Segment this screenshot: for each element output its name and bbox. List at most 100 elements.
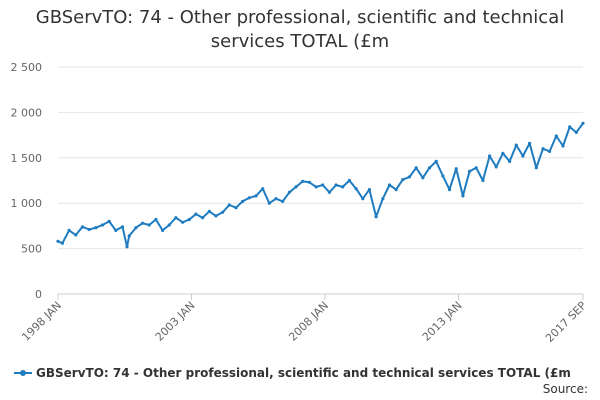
data-point[interactable] [454,167,458,171]
data-point[interactable] [60,241,64,245]
data-point[interactable] [574,130,578,134]
data-point[interactable] [327,190,331,194]
data-point[interactable] [314,185,318,189]
data-point[interactable] [214,214,218,218]
data-point[interactable] [127,234,131,238]
data-point[interactable] [221,210,225,214]
data-point[interactable] [181,220,185,224]
data-point[interactable] [207,209,211,213]
data-point[interactable] [381,197,385,201]
data-point[interactable] [307,180,311,184]
data-point[interactable] [167,223,171,227]
data-point[interactable] [501,151,505,155]
data-point[interactable] [294,185,298,189]
data-point[interactable] [407,175,412,179]
data-point[interactable] [234,206,238,210]
data-point[interactable] [541,147,545,151]
data-point[interactable] [334,183,338,187]
data-point[interactable] [414,166,418,170]
data-point[interactable] [461,194,465,198]
data-point[interactable] [100,223,105,227]
data-point[interactable] [467,169,472,173]
data-point[interactable] [134,226,138,230]
y-axis-tick-labels: 0 500 1 000 1 500 2 000 2 500 [11,61,43,301]
legend[interactable]: GBServTO: 74 - Other professional, scien… [14,366,571,380]
data-point[interactable] [421,176,425,180]
data-point[interactable] [241,199,245,203]
data-point[interactable] [94,226,98,230]
chart-title: GBServTO: 74 - Other professional, scien… [0,6,600,54]
source-label: Source: [543,382,588,396]
data-point[interactable] [401,178,405,182]
x-tick-label: 2008 JAN [286,299,331,344]
x-axis-tick-labels: 1998 JAN 2003 JAN 2008 JAN 2013 JAN 2017 SEP [19,299,589,345]
data-point[interactable] [554,134,558,138]
data-point[interactable] [341,185,345,189]
chart-title-line-2: services TOTAL (£m [210,31,390,52]
data-point[interactable] [528,141,532,145]
y-tick-label: 0 [35,288,42,301]
data-point[interactable] [427,166,432,170]
data-point[interactable] [287,190,291,194]
data-point[interactable] [261,187,265,191]
data-point[interactable] [201,216,205,220]
data-point[interactable] [474,166,478,170]
data-point[interactable] [374,215,378,219]
data-point[interactable] [247,196,251,200]
data-point[interactable] [274,197,278,201]
data-point[interactable] [161,228,165,232]
data-point[interactable] [508,159,512,163]
x-tick-label: 2013 JAN [420,299,465,344]
data-point[interactable] [154,217,158,222]
data-point[interactable] [321,183,325,187]
data-point[interactable] [361,197,365,201]
data-point[interactable] [347,178,351,183]
data-point[interactable] [568,125,572,129]
data-point[interactable] [367,188,371,192]
data-point[interactable] [114,228,118,232]
chart-title-line-1: GBServTO: 74 - Other professional, scien… [35,7,565,28]
data-point[interactable] [514,143,518,147]
data-point[interactable] [125,245,129,249]
data-point[interactable] [267,201,271,205]
data-point[interactable] [521,154,525,158]
data-point[interactable] [481,178,485,183]
data-point[interactable] [548,149,552,153]
data-point[interactable] [67,228,71,232]
data-point[interactable] [87,227,91,232]
data-point[interactable] [441,174,445,178]
data-point[interactable] [74,233,78,237]
data-point[interactable] [187,217,191,222]
data-point[interactable] [434,159,438,163]
data-point[interactable] [140,221,145,225]
data-point[interactable] [394,188,398,192]
data-point[interactable] [301,179,305,183]
y-tick-label: 1 000 [11,197,43,210]
legend-marker-swatch [20,370,26,376]
x-axis [57,293,584,300]
data-point[interactable] [387,183,392,187]
data-point[interactable] [56,239,60,243]
x-tick-label: 2017 SEP [543,299,589,345]
data-point[interactable] [534,166,538,170]
data-point[interactable] [581,121,585,125]
data-point[interactable] [561,144,565,148]
data-point[interactable] [281,199,285,203]
x-tick-label: 2003 JAN [153,299,198,344]
data-point[interactable] [80,225,85,229]
y-tick-label: 2 000 [11,106,43,119]
data-point[interactable] [354,187,358,191]
data-point[interactable] [254,194,258,198]
data-point[interactable] [107,219,111,223]
data-point[interactable] [447,188,452,192]
data-point[interactable] [147,223,151,227]
data-point[interactable] [194,212,198,216]
data-point[interactable] [227,203,231,207]
x-tick-label: 1998 JAN [19,299,64,344]
data-point[interactable] [488,154,492,158]
data-point[interactable] [174,216,178,220]
series-layer [56,121,585,249]
data-point[interactable] [494,165,498,169]
data-point[interactable] [120,225,125,229]
